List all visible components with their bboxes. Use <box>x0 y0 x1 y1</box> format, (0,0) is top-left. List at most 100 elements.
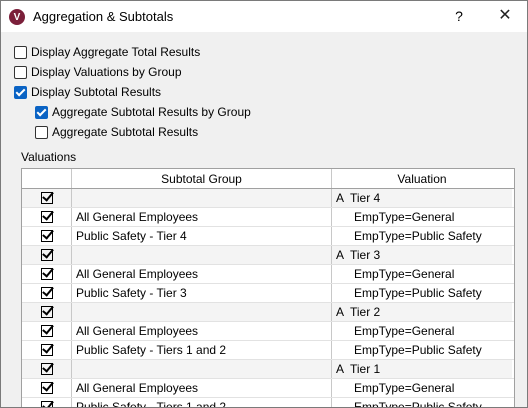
checkmark-icon[interactable] <box>40 401 53 407</box>
title-bar: V Aggregation & Subtotals ? ✕ <box>1 1 527 32</box>
subtotal-group-cell[interactable]: Public Safety - Tier 3 <box>72 284 332 302</box>
checkbox[interactable] <box>14 65 27 79</box>
valuation-cell[interactable]: EmpType=General <box>332 322 512 340</box>
checkmark-icon[interactable] <box>40 306 53 318</box>
dialog-content: Display Aggregate Total Results Display … <box>1 32 527 407</box>
row-check-cell[interactable] <box>22 322 72 340</box>
row-check-cell[interactable] <box>22 246 72 264</box>
row-check-cell[interactable] <box>22 284 72 302</box>
valuations-label: Valuations <box>21 150 77 164</box>
valuation-group-row[interactable]: A Tier 1 <box>22 360 514 379</box>
valuation-filter: EmpType=Public Safety <box>354 286 482 300</box>
subtotal-group-cell[interactable] <box>72 360 332 378</box>
checkmark-icon[interactable] <box>40 382 53 394</box>
row-check-cell[interactable] <box>22 208 72 226</box>
valuation-cell[interactable]: EmpType=Public Safety <box>332 398 512 407</box>
table-row[interactable]: Public Safety - Tier 4 EmpType=Public Saf… <box>22 227 514 246</box>
subtotal-group-cell[interactable]: Public Safety - Tiers 1 and 2 <box>72 341 332 359</box>
subtotal-group-cell[interactable] <box>72 303 332 321</box>
option-label: Display Aggregate Total Results <box>31 45 201 59</box>
table-row[interactable]: All General Employees EmpType=General <box>22 265 514 284</box>
checkmark-icon[interactable] <box>40 325 53 337</box>
app-logo-icon: V <box>9 9 25 25</box>
valuation-filter: EmpType=General <box>354 381 455 395</box>
valuation-cell[interactable]: A Tier 2 <box>332 303 512 321</box>
close-button[interactable]: ✕ <box>498 7 512 24</box>
valuation-cell[interactable]: EmpType=General <box>332 379 512 397</box>
valuation-filter: EmpType=General <box>354 210 455 224</box>
valuation-name: Tier 3 <box>350 248 381 262</box>
option-label: Aggregate Subtotal Results by Group <box>52 105 251 119</box>
valuation-cell[interactable]: EmpType=Public Safety <box>332 284 512 302</box>
row-check-cell[interactable] <box>22 227 72 245</box>
valuation-filter: EmpType=Public Safety <box>354 343 482 357</box>
subtotal-group-cell[interactable]: All General Employees <box>72 265 332 283</box>
checkmark-icon[interactable] <box>40 363 53 375</box>
grid-body: A Tier 4 All General Employees EmpType=Gene… <box>22 189 514 407</box>
header-valuation[interactable]: Valuation <box>397 171 447 186</box>
row-check-cell[interactable] <box>22 379 72 397</box>
option-aggregate-subtotal-by-group[interactable]: Aggregate Subtotal Results by Group <box>35 103 251 121</box>
option-label: Aggregate Subtotal Results <box>52 125 199 139</box>
row-check-cell[interactable] <box>22 341 72 359</box>
checkbox[interactable] <box>35 125 48 139</box>
option-display-aggregate-total[interactable]: Display Aggregate Total Results <box>14 43 200 61</box>
option-label: Display Subtotal Results <box>31 85 162 99</box>
valuation-filter: EmpType=General <box>354 267 455 281</box>
table-row[interactable]: All General Employees EmpType=General <box>22 208 514 227</box>
checkmark-icon[interactable] <box>40 249 53 261</box>
subtotal-group-cell[interactable]: All General Employees <box>72 379 332 397</box>
option-aggregate-subtotal-results[interactable]: Aggregate Subtotal Results <box>35 123 198 141</box>
checkmark-icon[interactable] <box>40 268 53 280</box>
table-row[interactable]: All General Employees EmpType=General <box>22 322 514 341</box>
row-check-cell[interactable] <box>22 398 72 407</box>
valuation-group-row[interactable]: A Tier 2 <box>22 303 514 322</box>
option-display-subtotal-results[interactable]: Display Subtotal Results <box>14 83 161 101</box>
checkmark-icon[interactable] <box>40 192 53 204</box>
help-button[interactable]: ? <box>455 8 463 24</box>
valuation-cell[interactable]: A Tier 3 <box>332 246 512 264</box>
window-title: Aggregation & Subtotals <box>33 9 174 24</box>
valuation-name: Tier 4 <box>350 191 381 205</box>
valuation-type-prefix: A <box>336 248 345 262</box>
valuation-type-prefix: A <box>336 305 345 319</box>
header-check-column[interactable] <box>22 169 72 188</box>
valuations-grid: Subtotal Group Valuation A Tier 4 All Gene… <box>21 168 515 407</box>
subtotal-group-cell[interactable]: Public Safety - Tiers 1 and 2 <box>72 398 332 407</box>
valuation-type-prefix: A <box>336 362 345 376</box>
row-check-cell[interactable] <box>22 360 72 378</box>
valuation-group-row[interactable]: A Tier 4 <box>22 189 514 208</box>
valuation-cell[interactable]: A Tier 1 <box>332 360 512 378</box>
valuation-cell[interactable]: EmpType=Public Safety <box>332 341 512 359</box>
checkbox-checked[interactable] <box>14 85 27 99</box>
valuation-type-prefix: A <box>336 191 345 205</box>
valuation-cell[interactable]: EmpType=General <box>332 265 512 283</box>
table-row[interactable]: Public Safety - Tiers 1 and 2 EmpType=Pub… <box>22 341 514 360</box>
table-row[interactable]: Public Safety - Tier 3 EmpType=Public Saf… <box>22 284 514 303</box>
valuation-group-row[interactable]: A Tier 3 <box>22 246 514 265</box>
subtotal-group-cell[interactable]: All General Employees <box>72 208 332 226</box>
row-check-cell[interactable] <box>22 189 72 207</box>
subtotal-group-cell[interactable] <box>72 189 332 207</box>
checkmark-icon[interactable] <box>40 344 53 356</box>
table-row[interactable]: Public Safety - Tiers 1 and 2 EmpType=Pub… <box>22 398 514 407</box>
checkmark-icon[interactable] <box>40 211 53 223</box>
checkmark-icon[interactable] <box>40 230 53 242</box>
checkmark-icon[interactable] <box>40 287 53 299</box>
checkbox-checked[interactable] <box>35 105 48 119</box>
valuation-cell[interactable]: A Tier 4 <box>332 189 512 207</box>
valuation-cell[interactable]: EmpType=Public Safety <box>332 227 512 245</box>
row-check-cell[interactable] <box>22 265 72 283</box>
checkbox[interactable] <box>14 45 27 59</box>
row-check-cell[interactable] <box>22 303 72 321</box>
valuation-cell[interactable]: EmpType=General <box>332 208 512 226</box>
table-row[interactable]: All General Employees EmpType=General <box>22 379 514 398</box>
grid-header: Subtotal Group Valuation <box>22 169 514 189</box>
header-subtotal-group[interactable]: Subtotal Group <box>72 169 332 188</box>
subtotal-group-cell[interactable]: All General Employees <box>72 322 332 340</box>
option-display-valuations-by-group[interactable]: Display Valuations by Group <box>14 63 182 81</box>
subtotal-group-cell[interactable]: Public Safety - Tier 4 <box>72 227 332 245</box>
subtotal-group-cell[interactable] <box>72 246 332 264</box>
valuation-filter: EmpType=Public Safety <box>354 229 482 243</box>
